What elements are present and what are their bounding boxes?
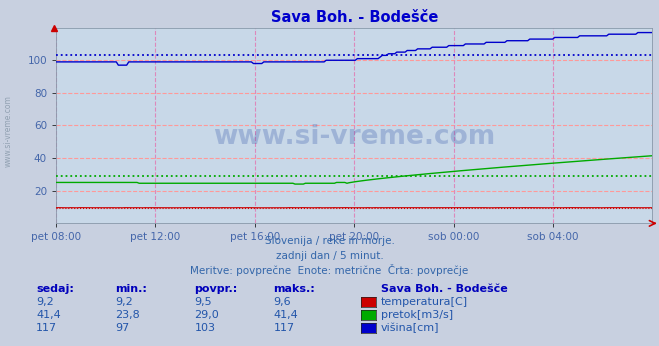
Text: 9,2: 9,2 [115, 297, 133, 307]
Text: 41,4: 41,4 [36, 310, 61, 320]
Text: višina[cm]: višina[cm] [381, 323, 440, 334]
Text: 117: 117 [273, 324, 295, 334]
Text: www.si-vreme.com: www.si-vreme.com [3, 95, 13, 167]
Text: zadnji dan / 5 minut.: zadnji dan / 5 minut. [275, 251, 384, 261]
Text: Sava Boh. - Bodešče: Sava Boh. - Bodešče [381, 284, 507, 294]
Text: maks.:: maks.: [273, 284, 315, 294]
Text: pretok[m3/s]: pretok[m3/s] [381, 310, 453, 320]
Text: 97: 97 [115, 324, 130, 334]
Text: temperatura[C]: temperatura[C] [381, 297, 468, 307]
Text: 103: 103 [194, 324, 215, 334]
Text: 29,0: 29,0 [194, 310, 219, 320]
Text: 9,6: 9,6 [273, 297, 291, 307]
Text: 9,5: 9,5 [194, 297, 212, 307]
Text: Meritve: povprečne  Enote: metrične  Črta: povprečje: Meritve: povprečne Enote: metrične Črta:… [190, 264, 469, 276]
Text: 23,8: 23,8 [115, 310, 140, 320]
Text: 41,4: 41,4 [273, 310, 299, 320]
Text: 9,2: 9,2 [36, 297, 54, 307]
Text: sedaj:: sedaj: [36, 284, 74, 294]
Text: povpr.:: povpr.: [194, 284, 238, 294]
Title: Sava Boh. - Bodešče: Sava Boh. - Bodešče [271, 10, 438, 25]
Text: 117: 117 [36, 324, 57, 334]
Text: Slovenija / reke in morje.: Slovenija / reke in morje. [264, 236, 395, 246]
Text: min.:: min.: [115, 284, 147, 294]
Text: www.si-vreme.com: www.si-vreme.com [213, 124, 496, 150]
